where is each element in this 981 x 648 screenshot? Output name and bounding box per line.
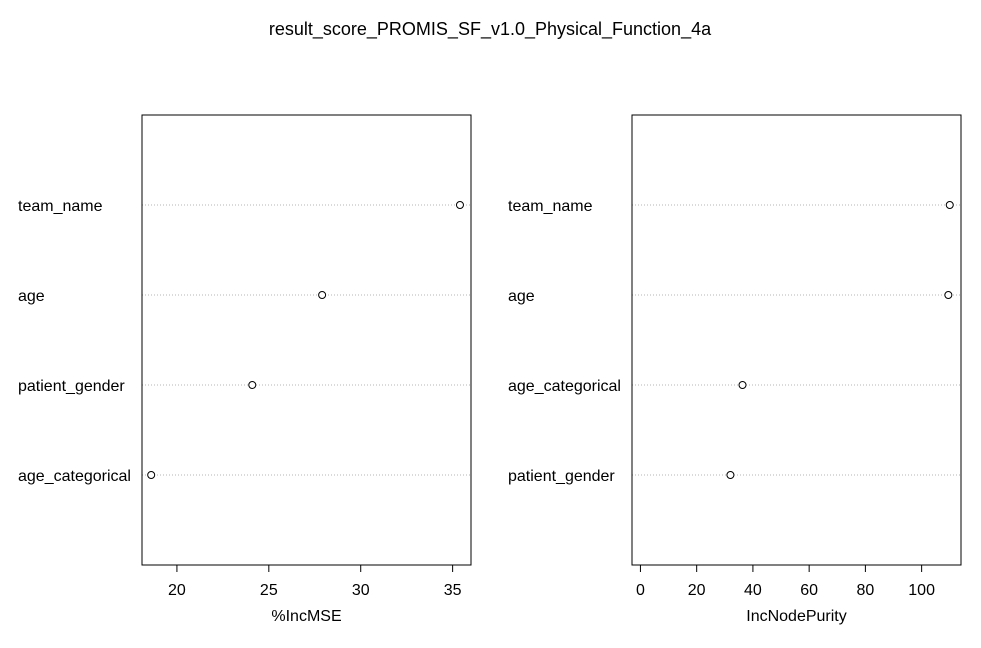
category-label: age (18, 288, 45, 305)
x-tick-label: 40 (744, 582, 762, 599)
data-point (945, 201, 954, 209)
data-point (726, 471, 735, 479)
data-point (147, 471, 156, 479)
x-tick-label: 0 (636, 582, 645, 599)
category-label: age (508, 288, 535, 305)
data-point (944, 291, 953, 299)
category-label: age_categorical (18, 468, 131, 485)
category-label: team_name (18, 198, 103, 215)
x-tick-label: 100 (908, 582, 935, 599)
plot-frame (141, 114, 472, 566)
x-axis-label: IncNodePurity (746, 608, 847, 625)
x-tick-label: 25 (260, 582, 278, 599)
plot-frame (631, 114, 962, 566)
x-tick-label: 20 (688, 582, 706, 599)
data-point (455, 201, 464, 209)
x-axis-label: %IncMSE (271, 608, 341, 625)
category-label: patient_gender (18, 378, 125, 395)
x-tick-label: 30 (352, 582, 370, 599)
data-point (248, 381, 257, 389)
x-tick-label: 35 (444, 582, 462, 599)
category-label: patient_gender (508, 468, 615, 485)
category-label: team_name (508, 198, 593, 215)
data-point (318, 291, 327, 299)
x-tick-label: 20 (168, 582, 186, 599)
category-label: age_categorical (508, 378, 621, 395)
x-tick-label: 80 (856, 582, 874, 599)
x-tick-label: 60 (800, 582, 818, 599)
data-point (738, 381, 747, 389)
chart-title: result_score_PROMIS_SF_v1.0_Physical_Fun… (269, 19, 712, 40)
